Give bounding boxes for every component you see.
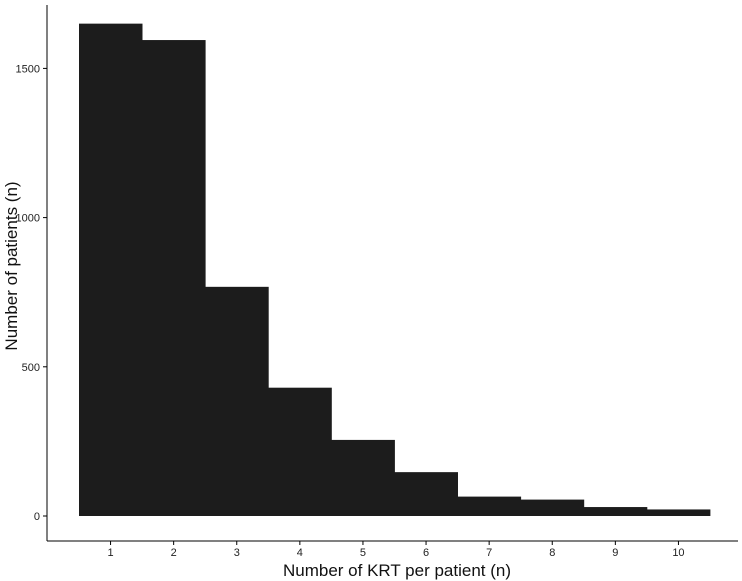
x-tick-label: 8	[549, 547, 555, 559]
axes-group	[46, 5, 738, 542]
bar-8	[520, 499, 585, 516]
bar-6	[394, 472, 458, 516]
bar-9	[583, 507, 648, 516]
x-tick-label: 2	[171, 547, 177, 559]
y-tick-label: 1000	[16, 213, 40, 225]
x-ticks-group: 1 2 3 4 5 6 7 8 9 10	[107, 541, 685, 559]
x-tick-label: 10	[672, 547, 684, 559]
y-axis-title: Number of patients (n)	[2, 181, 21, 350]
x-tick-label: 4	[297, 547, 303, 559]
x-tick-label: 1	[107, 547, 113, 559]
y-tick-label: 500	[22, 362, 40, 374]
y-ticks-group: 0 500 1000 1500	[16, 63, 47, 523]
x-tick-label: 3	[234, 547, 240, 559]
bar-2	[142, 40, 206, 517]
bars-group	[79, 23, 711, 517]
x-axis-title: Number of KRT per patient (n)	[283, 561, 511, 580]
x-tick-label: 5	[360, 547, 366, 559]
bar-3	[205, 286, 269, 516]
bar-4	[268, 387, 332, 516]
x-tick-label: 9	[612, 547, 618, 559]
x-tick-label: 7	[486, 547, 492, 559]
bar-5	[331, 439, 395, 516]
bar-1	[79, 23, 143, 516]
y-tick-label: 1500	[16, 63, 40, 75]
bar-10	[646, 509, 711, 516]
y-tick-label: 0	[34, 511, 40, 523]
bar-7	[457, 496, 522, 516]
x-tick-label: 6	[423, 547, 429, 559]
